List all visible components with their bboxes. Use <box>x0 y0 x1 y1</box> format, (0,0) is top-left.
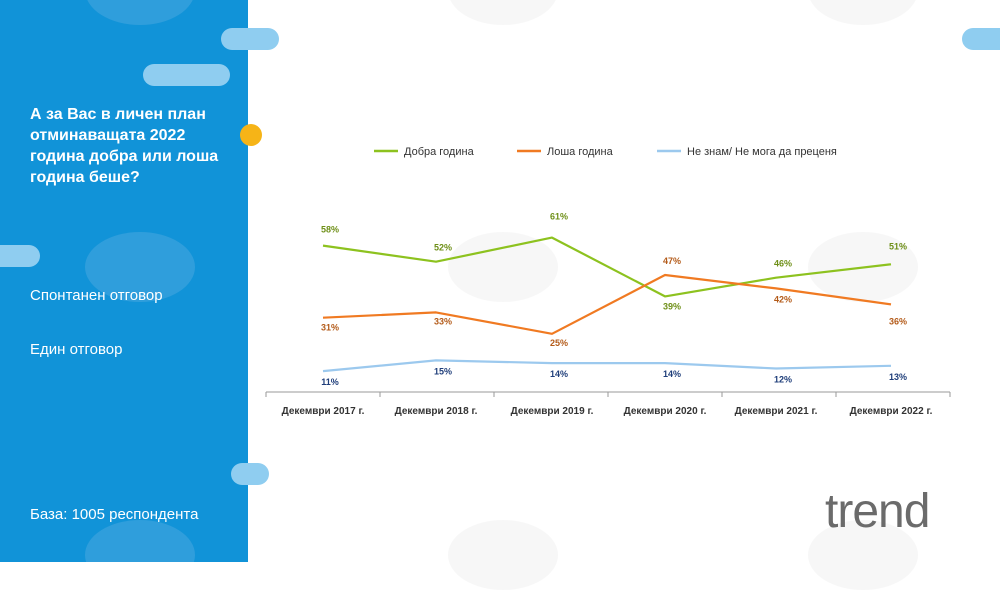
watermark-logo <box>448 232 558 302</box>
data-label: 12% <box>774 374 792 384</box>
x-tick-label: Декември 2018 г. <box>395 406 478 417</box>
data-label: 33% <box>434 316 452 326</box>
data-label: 14% <box>663 369 681 379</box>
data-label: 51% <box>889 241 907 251</box>
series-line <box>322 273 892 335</box>
decor-dot <box>240 124 262 146</box>
data-label: 47% <box>663 256 681 266</box>
series-line <box>322 236 892 298</box>
watermark-logo <box>85 232 195 302</box>
watermark-logo <box>85 0 195 25</box>
decor-pill <box>962 28 1000 50</box>
x-tick-label: Декември 2019 г. <box>511 406 594 417</box>
data-label: 58% <box>321 225 339 235</box>
trend-logo: trend <box>825 484 930 539</box>
data-label: 14% <box>550 369 568 379</box>
data-label: 39% <box>663 301 681 311</box>
legend-label: Не знам/ Не мога да преценя <box>687 146 837 158</box>
logo-text: trend <box>825 485 930 538</box>
data-label: 42% <box>774 294 792 304</box>
data-label: 13% <box>889 372 907 382</box>
data-label: 36% <box>889 316 907 326</box>
data-label: 11% <box>321 377 339 387</box>
decor-pill <box>221 28 279 50</box>
note-single-answer: Един отговор <box>30 341 123 358</box>
series-line <box>322 359 892 373</box>
decor-pill <box>0 245 40 267</box>
x-tick-label: Декември 2017 г. <box>282 406 365 417</box>
data-label: 52% <box>434 243 452 253</box>
base-respondents: База: 1005 респондента <box>30 506 199 523</box>
data-label: 25% <box>550 338 568 348</box>
sidebar-panel: А за Вас в личен план отминаващата 2022 … <box>0 0 248 562</box>
legend-label: Добра година <box>404 146 475 158</box>
x-tick-label: Декември 2021 г. <box>735 406 818 417</box>
watermark-logo <box>85 520 195 562</box>
x-tick-label: Декември 2022 г. <box>850 406 933 417</box>
decor-pill <box>231 463 269 485</box>
line-chart: Декември 2017 г. Декември 2018 г. Декември… <box>265 146 951 417</box>
note-spontaneous: Спонтанен отговор <box>30 287 163 304</box>
decor-pill <box>143 64 230 86</box>
data-label: 46% <box>774 259 792 269</box>
data-label: 31% <box>321 323 339 333</box>
legend-label: Лоша година <box>547 146 614 158</box>
question-text: А за Вас в личен план отминаващата 2022 … <box>30 106 219 186</box>
data-label: 61% <box>550 212 568 222</box>
x-tick-label: Декември 2020 г. <box>624 406 707 417</box>
data-label: 15% <box>434 366 452 376</box>
